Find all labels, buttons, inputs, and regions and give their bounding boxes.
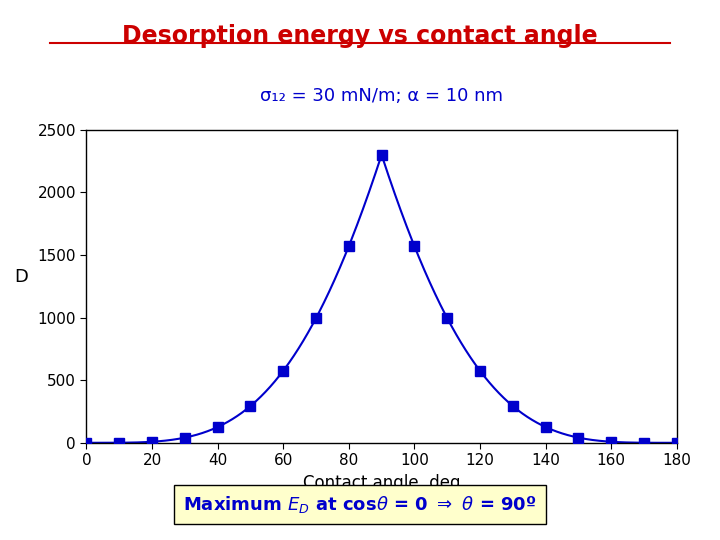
X-axis label: Contact angle, deg: Contact angle, deg (303, 474, 460, 492)
Text: Maximum $\mathit{E}_D$ at cos$\theta$ = 0 $\Rightarrow$ $\theta$ = 90º: Maximum $\mathit{E}_D$ at cos$\theta$ = … (183, 495, 537, 515)
Text: σ₁₂ = 30 mN/m; α = 10 nm: σ₁₂ = 30 mN/m; α = 10 nm (260, 86, 503, 105)
Text: Desorption energy vs contact angle: Desorption energy vs contact angle (122, 24, 598, 48)
Y-axis label: D: D (14, 268, 28, 286)
